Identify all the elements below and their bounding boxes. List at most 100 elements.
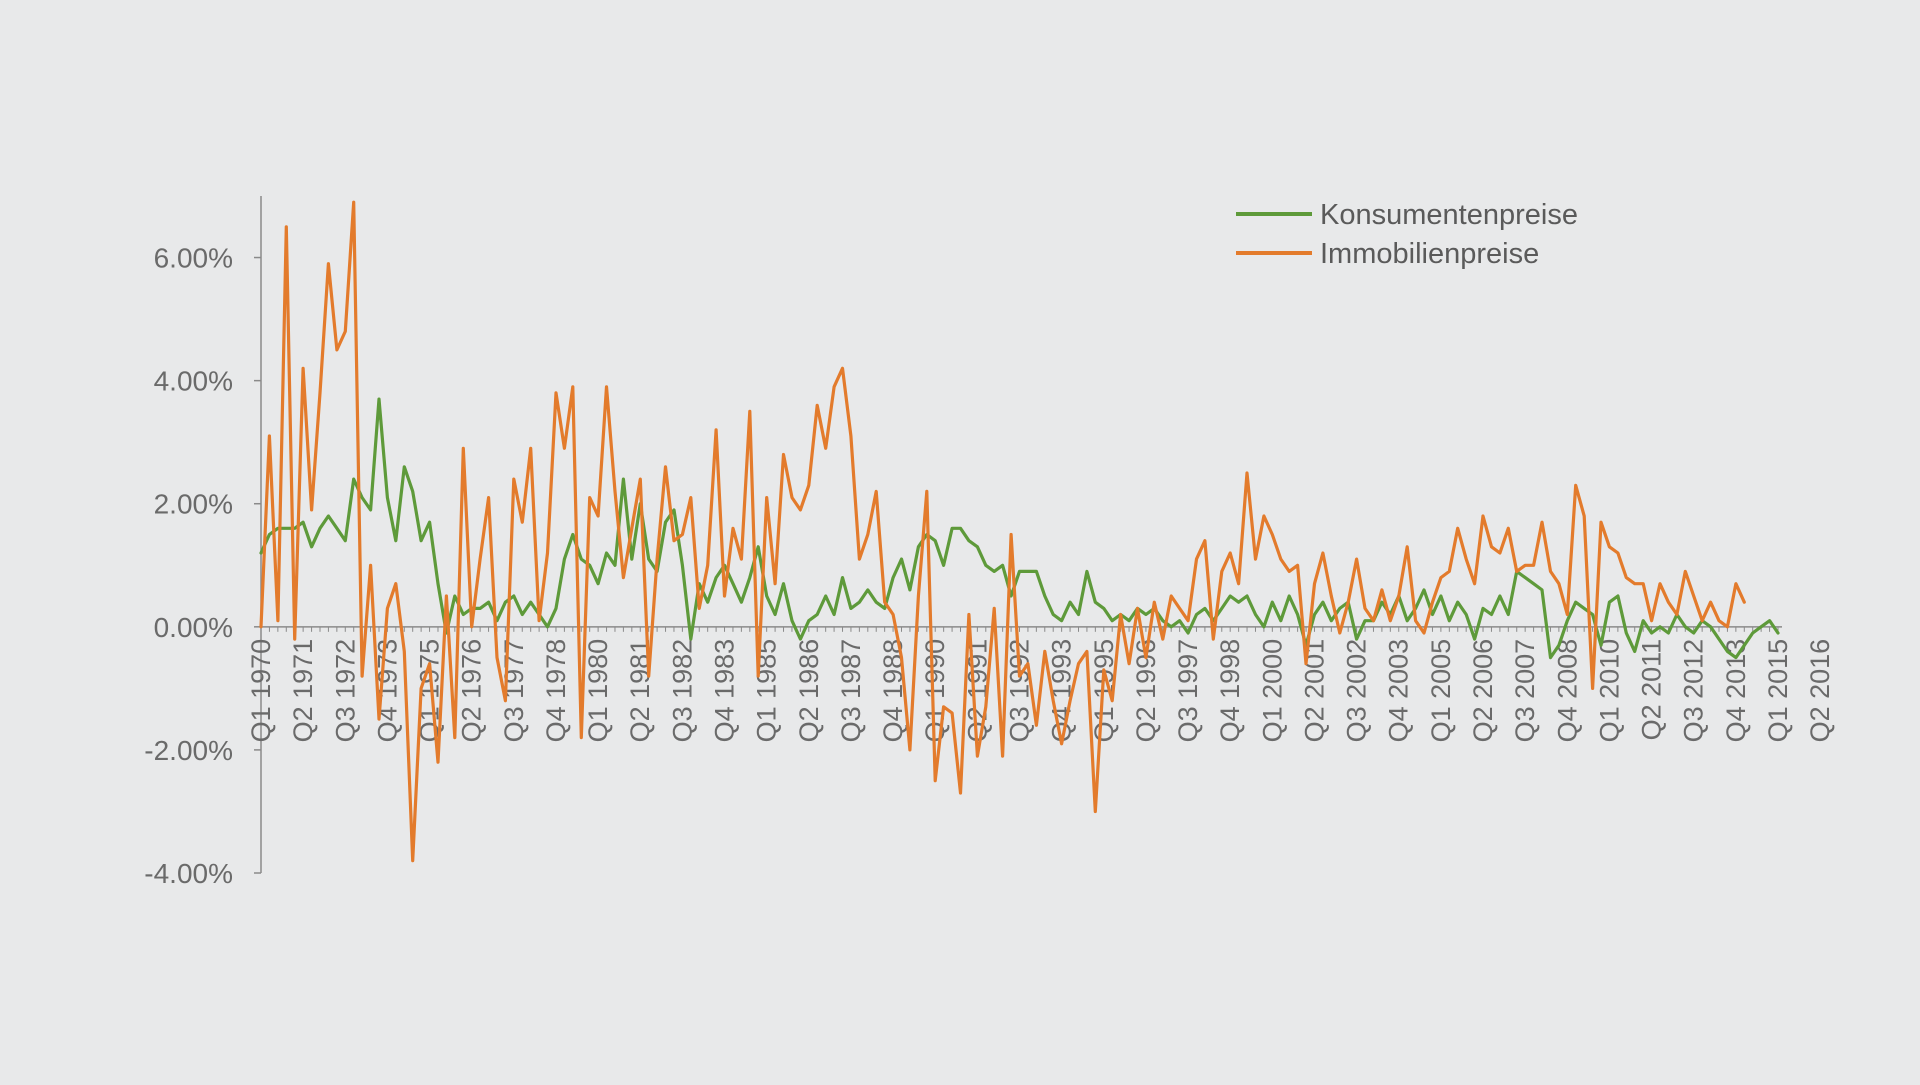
data-point-konsumentenpreise [976, 546, 978, 548]
data-point-immobilienpreise [1634, 583, 1636, 585]
series-immobilienpreise [259, 200, 1746, 863]
data-point-immobilienpreise [664, 466, 666, 468]
data-point-konsumentenpreise [1162, 620, 1164, 622]
data-point-konsumentenpreise [1457, 601, 1459, 603]
data-point-immobilienpreise [732, 527, 734, 529]
data-point-konsumentenpreise [428, 521, 430, 523]
x-tick-label: Q2 2016 [1805, 639, 1835, 743]
data-point-immobilienpreise [1667, 601, 1669, 603]
data-point-konsumentenpreise [715, 576, 717, 578]
data-point-immobilienpreise [749, 410, 751, 412]
data-point-immobilienpreise [1440, 576, 1442, 578]
data-point-konsumentenpreise [344, 540, 346, 542]
data-point-konsumentenpreise [909, 589, 911, 591]
data-point-konsumentenpreise [1524, 576, 1526, 578]
data-point-immobilienpreise [900, 656, 902, 658]
x-tick-label: Q2 2011 [1637, 639, 1667, 741]
data-point-konsumentenpreise [1448, 620, 1450, 622]
data-point-konsumentenpreise [825, 595, 827, 597]
data-point-immobilienpreise [1389, 620, 1391, 622]
data-point-immobilienpreise [1254, 558, 1256, 560]
data-point-konsumentenpreise [1490, 613, 1492, 615]
data-point-konsumentenpreise [1625, 632, 1627, 634]
data-point-immobilienpreise [530, 447, 532, 449]
data-point-konsumentenpreise [1364, 620, 1366, 622]
data-point-konsumentenpreise [1423, 589, 1425, 591]
data-point-konsumentenpreise [319, 527, 321, 529]
data-point-konsumentenpreise [1768, 620, 1770, 622]
data-point-immobilienpreise [875, 490, 877, 492]
data-point-immobilienpreise [1516, 570, 1518, 572]
data-point-immobilienpreise [580, 736, 582, 738]
data-point-konsumentenpreise [1718, 638, 1720, 640]
data-point-konsumentenpreise [917, 546, 919, 548]
data-point-immobilienpreise [1650, 620, 1652, 622]
data-point-immobilienpreise [1001, 755, 1003, 757]
data-point-konsumentenpreise [1482, 607, 1484, 609]
x-tick-label: Q2 1986 [794, 639, 824, 743]
data-point-konsumentenpreise [1431, 613, 1433, 615]
data-point-immobilienpreise [808, 484, 810, 486]
data-point-immobilienpreise [622, 576, 624, 578]
data-point-immobilienpreise [395, 583, 397, 585]
axes: -4.00% -2.00% 0.00% 2.00% 4.00% 6.00% Q1 1970 Q… [144, 196, 1835, 889]
data-point-konsumentenpreise [1254, 613, 1256, 615]
data-point-immobilienpreise [428, 663, 430, 665]
data-point-konsumentenpreise [1684, 626, 1686, 628]
data-point-konsumentenpreise [437, 583, 439, 585]
data-point-immobilienpreise [1372, 620, 1374, 622]
data-point-konsumentenpreise [1667, 632, 1669, 634]
data-point-konsumentenpreise [563, 558, 565, 560]
data-point-konsumentenpreise [1094, 601, 1096, 603]
data-point-immobilienpreise [782, 453, 784, 455]
data-point-konsumentenpreise [1086, 570, 1088, 572]
data-point-konsumentenpreise [386, 496, 388, 498]
data-point-konsumentenpreise [403, 466, 405, 468]
data-point-immobilienpreise [1128, 663, 1130, 665]
data-point-konsumentenpreise [681, 564, 683, 566]
data-point-immobilienpreise [1659, 583, 1661, 585]
data-point-immobilienpreise [1271, 533, 1273, 535]
data-point-konsumentenpreise [942, 564, 944, 566]
data-point-immobilienpreise [487, 496, 489, 498]
data-point-konsumentenpreise [1195, 613, 1197, 615]
x-tick-label: Q3 2002 [1342, 639, 1372, 743]
data-point-konsumentenpreise [1330, 620, 1332, 622]
data-point-konsumentenpreise [1221, 607, 1223, 609]
data-point-immobilienpreise [1229, 552, 1231, 554]
data-point-immobilienpreise [1069, 700, 1071, 702]
data-point-konsumentenpreise [622, 478, 624, 480]
data-point-immobilienpreise [513, 478, 515, 480]
data-point-immobilienpreise [412, 860, 414, 862]
legend-label-immobilienpreise: Immobilienpreise [1320, 238, 1539, 270]
data-point-konsumentenpreise [1532, 583, 1534, 585]
data-point-konsumentenpreise [285, 527, 287, 529]
data-point-immobilienpreise [648, 675, 650, 677]
data-point-immobilienpreise [1490, 546, 1492, 548]
data-point-konsumentenpreise [1018, 570, 1020, 572]
y-tick-label: 4.00% [154, 366, 233, 397]
data-point-immobilienpreise [723, 595, 725, 597]
data-point-konsumentenpreise [412, 490, 414, 492]
data-point-konsumentenpreise [791, 620, 793, 622]
data-point-immobilienpreise [673, 540, 675, 542]
data-point-konsumentenpreise [1339, 607, 1341, 609]
data-point-konsumentenpreise [1246, 595, 1248, 597]
x-tick-label: Q2 1971 [288, 639, 318, 743]
data-point-konsumentenpreise [707, 601, 709, 603]
data-point-immobilienpreise [1052, 700, 1054, 702]
data-point-konsumentenpreise [985, 564, 987, 566]
data-point-immobilienpreise [1212, 638, 1214, 640]
data-point-immobilienpreise [858, 558, 860, 560]
legend-item-konsumentenpreise: Konsumentenpreise [1236, 199, 1578, 231]
data-point-konsumentenpreise [1103, 607, 1105, 609]
data-point-konsumentenpreise [1237, 601, 1239, 603]
data-point-konsumentenpreise [1296, 613, 1298, 615]
data-point-immobilienpreise [639, 478, 641, 480]
data-point-immobilienpreise [479, 558, 481, 560]
data-point-immobilienpreise [1693, 595, 1695, 597]
data-point-immobilienpreise [1743, 601, 1745, 603]
data-point-konsumentenpreise [993, 570, 995, 572]
data-point-konsumentenpreise [816, 613, 818, 615]
data-point-immobilienpreise [1246, 472, 1248, 474]
